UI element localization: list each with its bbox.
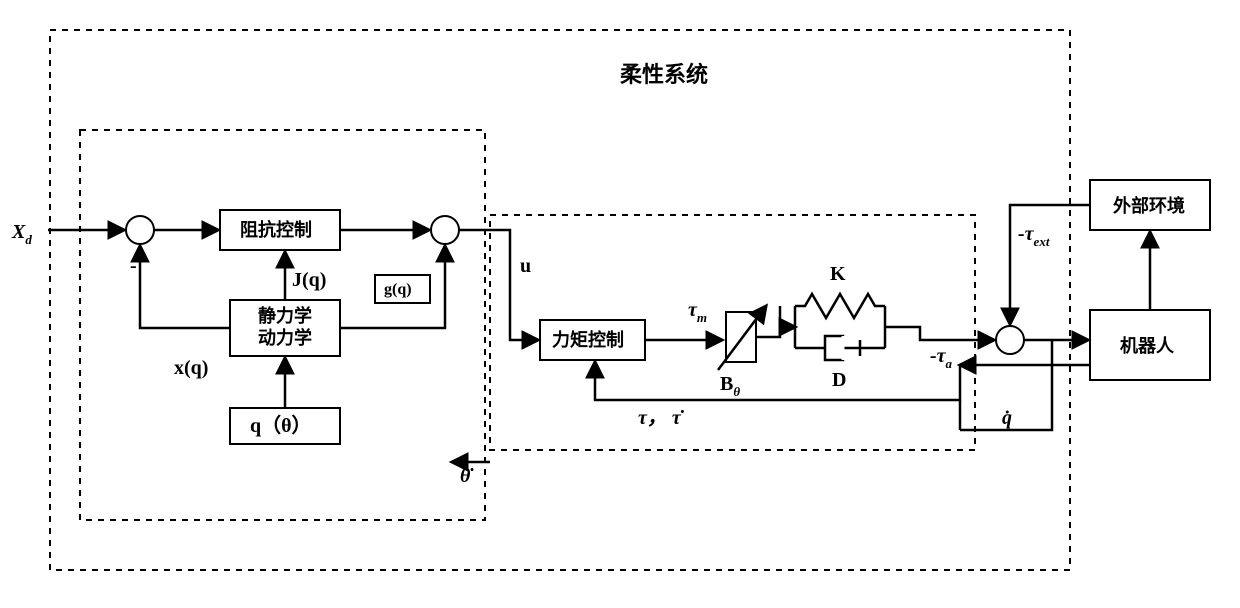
torque-label: 力矩控制 [552,329,624,350]
thetadot-label: θ̇ [460,465,474,487]
diagram-title: 柔性系统 [620,62,708,87]
btheta-label: Bθ [720,373,740,399]
u-label: u [520,255,531,277]
d-label: D [832,369,846,391]
gq-label: g(q) [384,281,412,298]
tau-fb-label: τ， τ̇ [638,407,685,429]
robot-label: 机器人 [1120,336,1175,356]
xd-label: Xd [11,221,32,247]
wire-kd-sum3 [885,327,994,340]
xq-label: x(q) [174,357,208,379]
statics-label: 静力学 [258,305,312,326]
outer-boundary [50,30,1070,570]
wire-b-kd [756,327,795,337]
impedance-label: 阻抗控制 [240,219,312,240]
sum-1 [126,216,154,244]
env-label: 外部环境 [1113,195,1185,216]
k-label: K [830,263,846,285]
sum-2 [431,216,459,244]
taua-label: -τa [930,345,953,371]
jq-label: J(q) [292,269,326,291]
wire-tau-fb [595,362,960,400]
sum-3 [996,326,1024,354]
dynamics-label: 动力学 [258,327,312,348]
minus-label: - [130,255,137,277]
tauext-label: -τext [1018,223,1050,249]
wire-xq-fb [140,246,230,328]
qtheta-label: q（θ） [250,414,312,437]
wire-sum2-torque [459,230,538,340]
taum-label: τm [688,299,707,325]
spring-symbol [795,294,885,318]
damper-symbol [795,336,885,360]
qdot-label: q̇ [1002,407,1012,429]
